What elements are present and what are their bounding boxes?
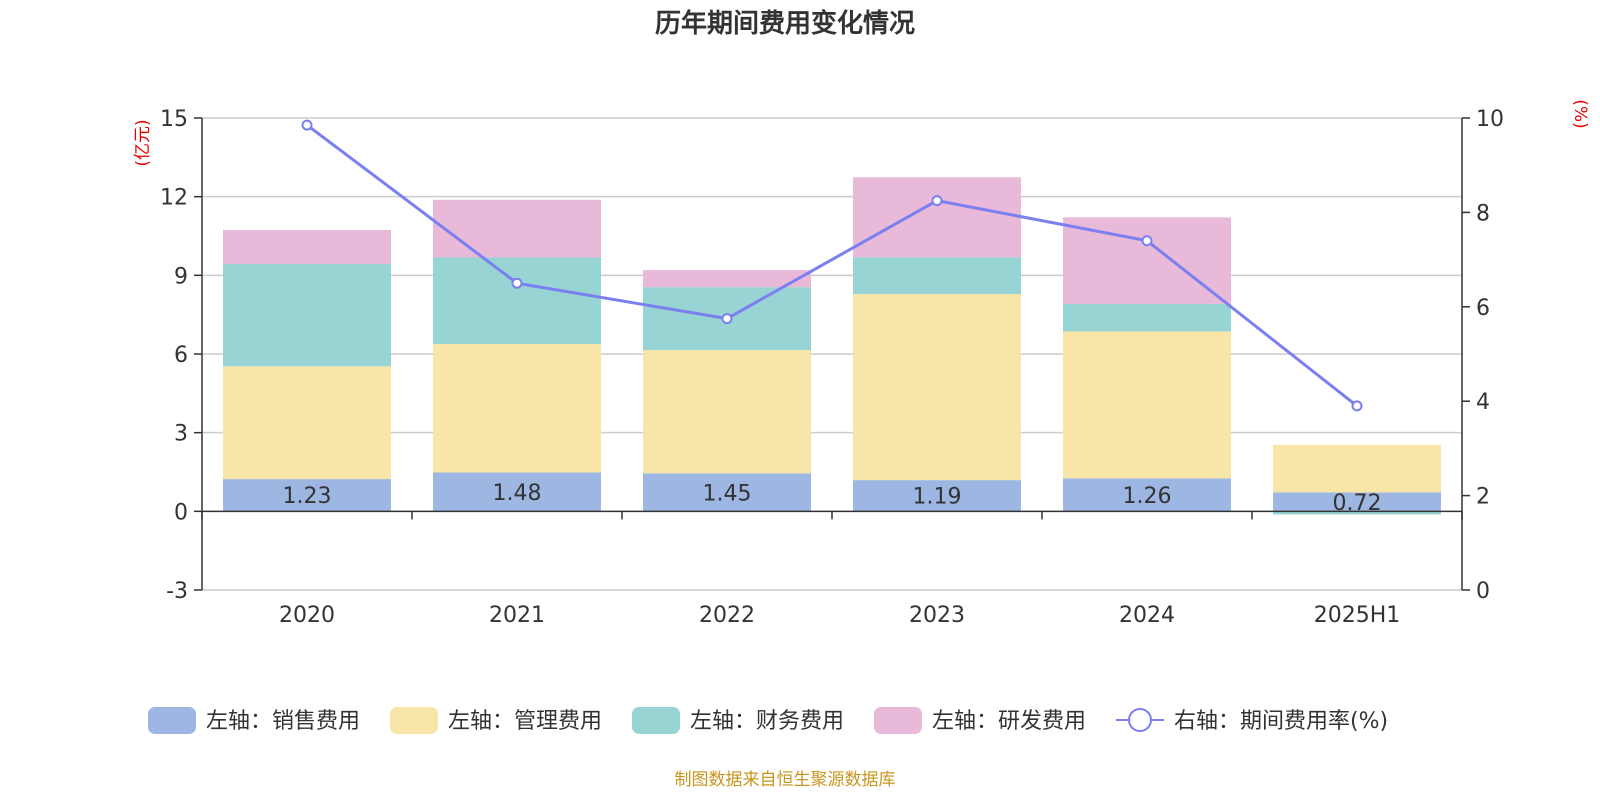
- bar-segment: [853, 177, 1021, 258]
- chart-title: 历年期间费用变化情况: [655, 8, 915, 39]
- left-tick-label: 3: [174, 422, 188, 447]
- bar-segment: [433, 199, 601, 258]
- legend-swatch: [148, 707, 196, 734]
- bar-data-label: 0.72: [1333, 491, 1382, 516]
- bar-segment: [1273, 492, 1441, 512]
- legend-item: 右轴：期间费用率(%): [1116, 708, 1388, 734]
- bar-data-label: 1.23: [283, 484, 332, 509]
- data-labels: 1.23 1.48 1.45 1.19 1.26 0.72: [283, 481, 1382, 516]
- bar-segment: [1273, 444, 1441, 493]
- legend-item: 左轴：销售费用: [148, 707, 360, 734]
- left-tick-label: -3: [166, 579, 188, 604]
- bar-segment: [1063, 478, 1231, 512]
- line-series: [301, 119, 1363, 412]
- right-tick-label: 8: [1476, 201, 1490, 226]
- legend-marker: [1128, 708, 1152, 732]
- legend-label: 左轴：销售费用: [206, 709, 360, 734]
- legend: 左轴：销售费用 左轴：管理费用 左轴：财务费用 左轴：研发费用 右轴：期间费用率(%): [148, 707, 1388, 734]
- right-tick-label: 6: [1476, 296, 1490, 321]
- bar-data-label: 1.48: [493, 481, 542, 506]
- grid-lines: [202, 117, 1462, 591]
- x-tick-label: 2021: [489, 603, 545, 628]
- legend-item: 左轴：研发费用: [874, 707, 1086, 734]
- left-tick-label: 15: [160, 107, 188, 132]
- rate-point: [511, 277, 523, 289]
- bar-segment: [433, 257, 601, 345]
- bar-segment: [1063, 217, 1231, 304]
- bar-segment: [433, 472, 601, 512]
- right-tick-label: 10: [1476, 107, 1504, 132]
- bar-segment: [853, 257, 1021, 294]
- x-tick-label: 2024: [1119, 603, 1175, 628]
- x-tick-label: 2023: [909, 603, 965, 628]
- bar-segment: [223, 479, 391, 512]
- axes: 15 12 9 6 3 0 -3 10 8 6 4 2 0 (亿元) (%) 2020 2021 2022 2023…: [133, 99, 1590, 628]
- bar-segment: [223, 264, 391, 367]
- right-tick-label: 4: [1476, 390, 1490, 415]
- bar-segment: [643, 350, 811, 474]
- bar-series: [223, 177, 1441, 515]
- bar-segment: [1063, 331, 1231, 479]
- bar-segment: [1063, 303, 1231, 332]
- x-tick-label: 2022: [699, 603, 755, 628]
- right-axis-unit: (%): [1570, 99, 1590, 128]
- legend-label: 右轴：期间费用率(%): [1174, 709, 1388, 734]
- rate-point: [1351, 400, 1363, 412]
- rate-point: [721, 313, 733, 325]
- bar-segment: [643, 270, 811, 288]
- left-axis-unit: (亿元): [133, 119, 153, 166]
- legend-label: 左轴：财务费用: [690, 709, 844, 734]
- x-tick-label: 2025H1: [1314, 603, 1401, 628]
- right-tick-label: 0: [1476, 579, 1490, 604]
- rate-point: [1141, 235, 1153, 247]
- rate-point: [301, 119, 313, 131]
- bar-segment: [853, 293, 1021, 481]
- bar-segment: [433, 344, 601, 473]
- legend-item: 左轴：管理费用: [390, 707, 602, 734]
- bar-segment: [223, 229, 391, 265]
- left-tick-label: 0: [174, 500, 188, 525]
- legend-label: 左轴：管理费用: [448, 709, 602, 734]
- bar-segment: [853, 480, 1021, 512]
- source-note: 制图数据来自恒生聚源数据库: [675, 770, 896, 790]
- left-tick-label: 12: [160, 186, 188, 211]
- bar-segment: [223, 366, 391, 480]
- legend-swatch: [390, 707, 438, 734]
- legend-swatch: [632, 707, 680, 734]
- bar-data-label: 1.45: [703, 481, 752, 506]
- legend-swatch: [874, 707, 922, 734]
- right-tick-label: 2: [1476, 485, 1490, 510]
- bar-data-label: 1.26: [1123, 484, 1172, 509]
- legend-label: 左轴：研发费用: [932, 709, 1086, 734]
- rate-point: [931, 195, 943, 207]
- left-tick-label: 6: [174, 343, 188, 368]
- bar-data-label: 1.19: [913, 485, 962, 510]
- x-tick-label: 2020: [279, 603, 335, 628]
- bar-segment: [1273, 511, 1441, 515]
- legend-item: 左轴：财务费用: [632, 707, 844, 734]
- rate-line: [306, 123, 1358, 408]
- left-tick-label: 9: [174, 264, 188, 289]
- bar-segment: [643, 473, 811, 512]
